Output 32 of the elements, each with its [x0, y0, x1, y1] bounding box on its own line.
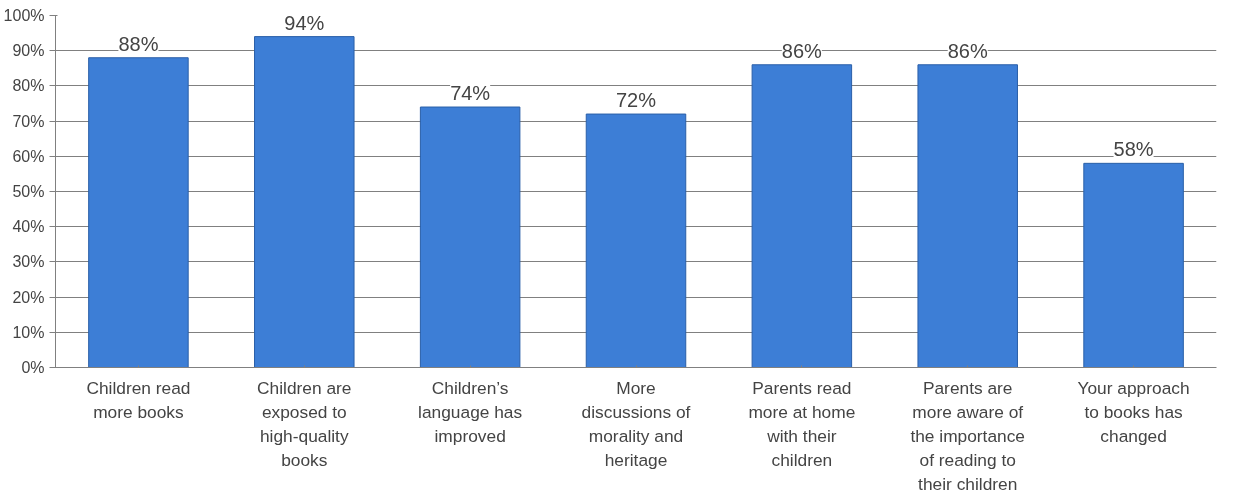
bar — [917, 64, 1018, 368]
y-tick-label: 100% — [3, 7, 45, 24]
y-tick-label: 90% — [12, 42, 45, 60]
bar — [254, 36, 355, 368]
x-tick-label: Children are exposed to high-quality books — [257, 377, 352, 470]
y-tick-label: 50% — [12, 183, 45, 200]
x-tick-label: More discussions of morality and heritage — [581, 377, 691, 470]
data-label: 72% — [615, 89, 657, 112]
y-tick-label: 70% — [12, 112, 45, 130]
x-tick-label: Parents are more aware of the importance of reading to their children — [910, 377, 1026, 494]
y-tick-label: 40% — [12, 218, 45, 236]
bar — [585, 113, 687, 368]
y-tick-label: 80% — [12, 77, 45, 95]
bar — [751, 64, 853, 368]
y-tick-label: 60% — [12, 147, 45, 165]
y-tick-label: 0% — [21, 359, 45, 376]
y-tick-label: 20% — [12, 288, 45, 306]
data-label: 58% — [1113, 138, 1154, 161]
x-tick-label: Your approach to books has changed — [1077, 377, 1190, 446]
bar — [88, 57, 189, 368]
bar — [1083, 162, 1184, 368]
y-tick-label: 30% — [12, 253, 45, 271]
x-tick-label: Children’s language has improved — [418, 377, 523, 446]
data-label: 86% — [947, 39, 988, 62]
data-label: 88% — [118, 32, 159, 55]
x-tick-label: Children read more books — [86, 377, 191, 422]
bar — [419, 106, 521, 368]
data-label: 94% — [284, 11, 325, 34]
data-label: 86% — [781, 39, 823, 62]
data-label: 74% — [450, 82, 491, 105]
y-tick-label: 10% — [12, 323, 45, 341]
x-tick-label: Parents read more at home with their children — [748, 377, 856, 470]
